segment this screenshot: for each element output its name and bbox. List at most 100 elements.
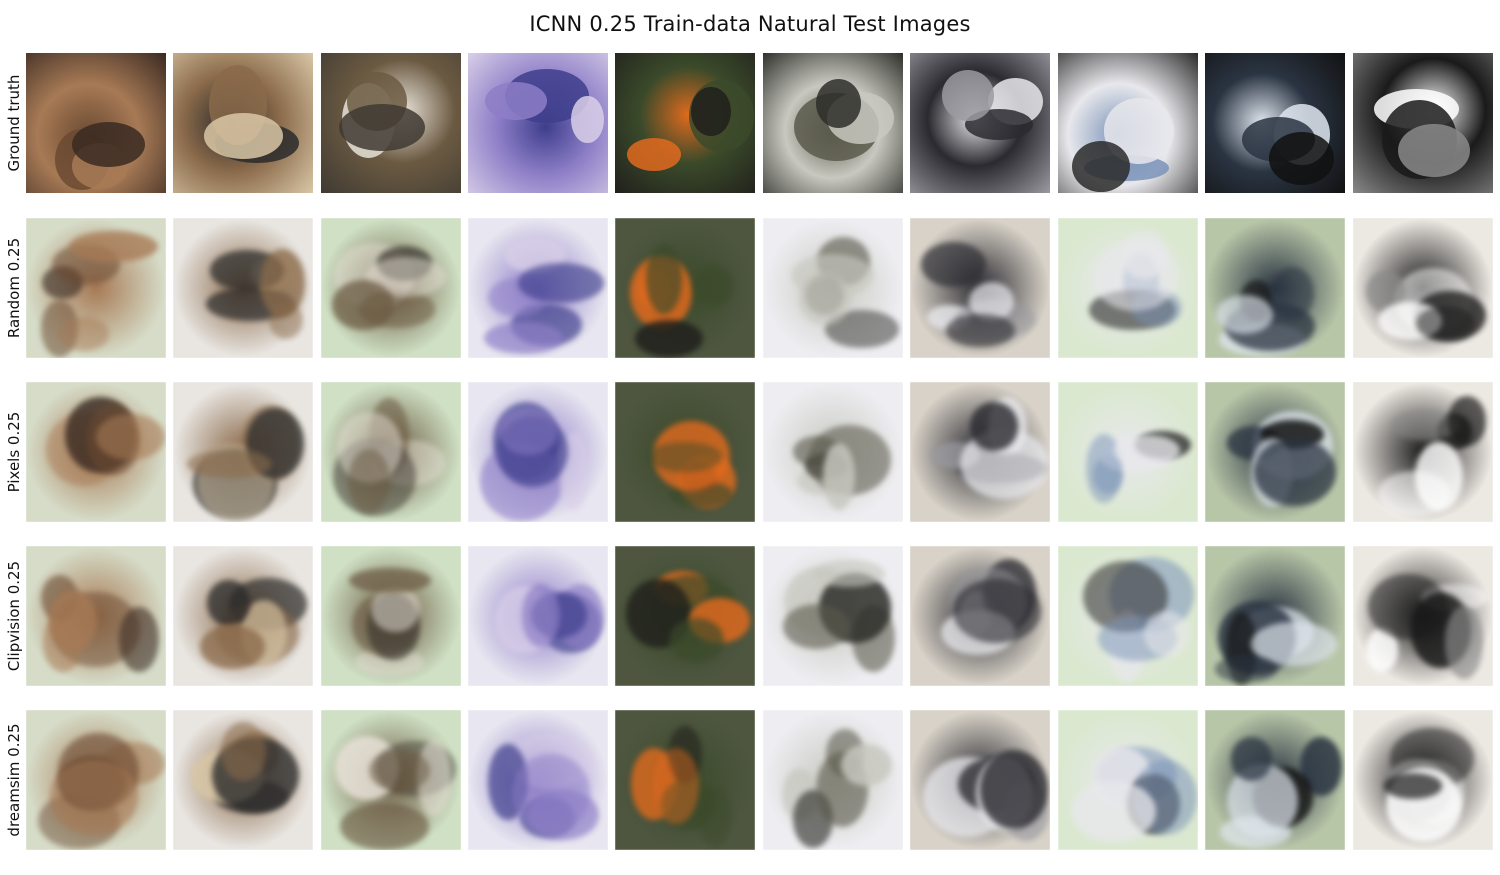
- reconstruction-image-bowling-ball: [468, 382, 608, 522]
- image-region: [484, 321, 563, 355]
- image-region: [1368, 574, 1447, 640]
- image-region: [634, 320, 703, 358]
- image-region: [221, 722, 266, 781]
- image-region: [1444, 605, 1483, 679]
- row-label-text: Random 0.25: [5, 237, 23, 339]
- image-region: [920, 242, 986, 288]
- image-region: [376, 246, 432, 282]
- image-region: [259, 249, 306, 318]
- reconstruction-image-bat: [26, 546, 166, 686]
- reconstruction-image-llama: [321, 218, 461, 358]
- reconstruction-image-bat: [26, 710, 166, 850]
- ground-truth-image-orca: [1205, 53, 1345, 193]
- ground-truth-image-top-hat: [173, 53, 313, 193]
- image-region: [1114, 434, 1180, 466]
- image-region: [822, 443, 855, 510]
- image-region: [485, 81, 548, 121]
- image-region: [798, 273, 851, 326]
- reconstruction-image-umbrella: [1353, 710, 1493, 850]
- image-region: [488, 744, 528, 821]
- reconstruction-image-metal-strips: [763, 546, 903, 686]
- reconstruction-image-orca: [1205, 546, 1345, 686]
- reconstruction-image-metal-strips: [763, 382, 903, 522]
- reconstruction-image-top-hat: [173, 382, 313, 522]
- image-region: [652, 748, 699, 824]
- reconstruction-image-top-hat: [173, 546, 313, 686]
- image-region: [368, 750, 431, 791]
- row-label-text: dreamsim 0.25: [5, 723, 23, 837]
- reconstruction-image-bowling-ball: [468, 710, 608, 850]
- reconstruction-image-snowmobile: [910, 710, 1050, 850]
- reconstruction-image-umbrella: [1353, 546, 1493, 686]
- reconstruction-image-snowmobile: [910, 382, 1050, 522]
- image-region: [1447, 395, 1487, 447]
- image-region: [1230, 737, 1273, 781]
- reconstruction-image-orca: [1205, 382, 1345, 522]
- image-region: [340, 802, 429, 850]
- image-region: [40, 299, 79, 358]
- image-region: [49, 589, 98, 651]
- image-region: [496, 416, 568, 487]
- reconstruction-image-goldfish: [615, 218, 755, 358]
- row-label: dreamsim 0.25: [0, 710, 28, 850]
- image-region: [499, 407, 558, 456]
- image-region: [841, 743, 893, 786]
- reconstruction-image-goldfish: [615, 546, 755, 686]
- row-label: Pixels 0.25: [0, 382, 28, 522]
- row-label-text: Clipvision 0.25: [5, 560, 23, 672]
- image-region: [1091, 239, 1178, 311]
- image-region: [339, 104, 426, 152]
- image-region: [528, 790, 599, 840]
- image-region: [1254, 437, 1337, 506]
- image-region: [517, 263, 605, 303]
- reconstruction-image-top-hat: [173, 710, 313, 850]
- ground-truth-image-bat: [26, 53, 166, 193]
- ground-truth-image-goldfish: [615, 53, 755, 193]
- reconstruction-image-llama: [321, 382, 461, 522]
- image-region: [815, 78, 862, 129]
- reconstruction-image-bowling-ball: [468, 546, 608, 686]
- reconstruction-image-airplane: [1058, 546, 1198, 686]
- image-region: [521, 584, 560, 647]
- reconstruction-image-snowmobile: [910, 546, 1050, 686]
- reconstruction-image-metal-strips: [763, 218, 903, 358]
- image-region: [952, 579, 1042, 644]
- image-region: [668, 618, 724, 663]
- reconstruction-image-bat: [26, 218, 166, 358]
- image-region: [980, 749, 1049, 829]
- image-region: [1378, 301, 1442, 340]
- image-region: [1215, 295, 1274, 334]
- image-region: [371, 586, 421, 632]
- image-region: [813, 560, 885, 587]
- reconstruction-image-orca: [1205, 218, 1345, 358]
- image-region: [647, 442, 723, 472]
- image-region: [653, 420, 731, 491]
- reconstruction-image-llama: [321, 546, 461, 686]
- reconstruction-image-orca: [1205, 710, 1345, 850]
- reconstruction-image-llama: [321, 710, 461, 850]
- image-region: [347, 448, 390, 515]
- image-region: [200, 625, 266, 669]
- image-region: [1365, 628, 1398, 673]
- image-region: [57, 317, 110, 351]
- reconstruction-image-goldfish: [615, 710, 755, 850]
- image-region: [186, 449, 273, 479]
- reconstruction-image-bat: [26, 382, 166, 522]
- image-region: [693, 265, 735, 307]
- reconstruction-image-umbrella: [1353, 382, 1493, 522]
- image-region: [512, 754, 591, 832]
- image-region: [697, 787, 733, 848]
- image-region: [1144, 611, 1190, 658]
- reconstruction-image-goldfish: [615, 382, 755, 522]
- ground-truth-image-bowling-ball: [468, 53, 608, 193]
- image-region: [1416, 305, 1476, 341]
- image-region: [331, 279, 395, 331]
- ground-truth-image-airplane: [1058, 53, 1198, 193]
- image-region: [667, 725, 702, 783]
- image-region: [946, 313, 1016, 348]
- image-region: [348, 567, 431, 593]
- image-region: [72, 122, 146, 168]
- image-region: [1414, 442, 1463, 512]
- image-region: [207, 580, 251, 627]
- reconstruction-image-metal-strips: [763, 710, 903, 850]
